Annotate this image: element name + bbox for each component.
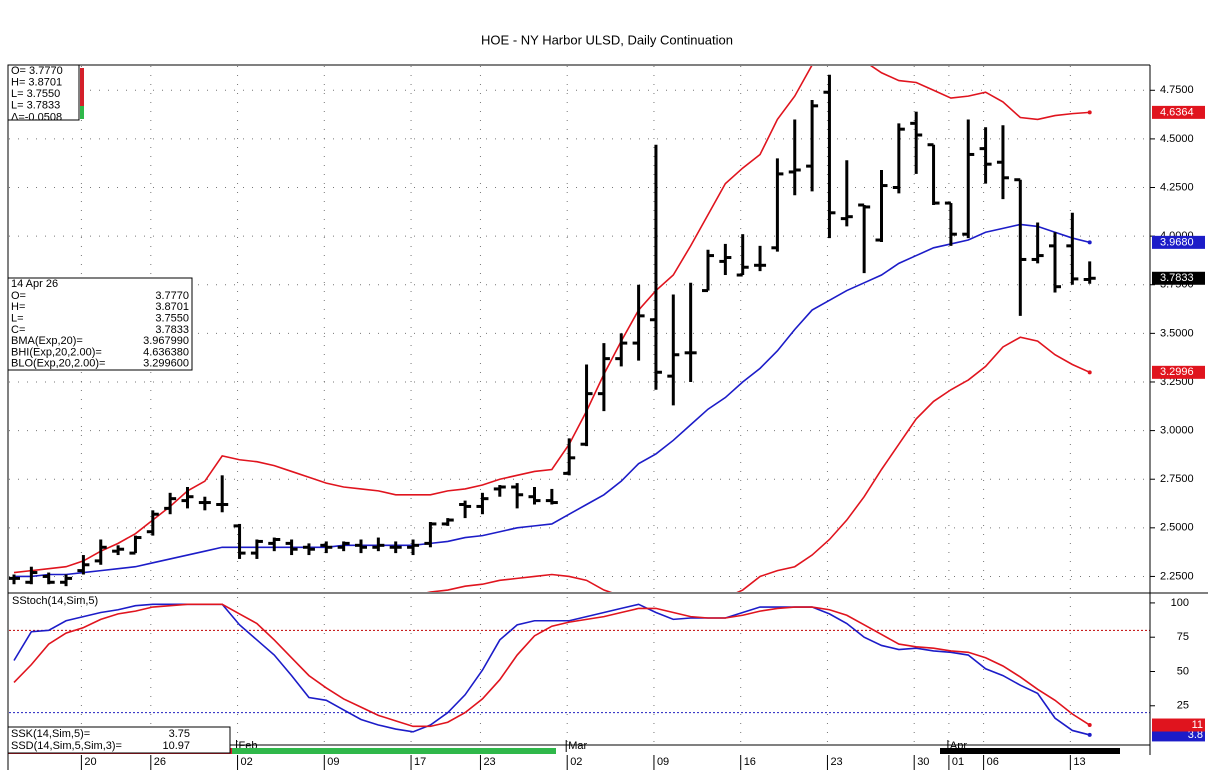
data-box-label: L=: [11, 313, 24, 325]
x-tick-label: 17: [414, 756, 426, 768]
x-tick-label: 06: [987, 756, 999, 768]
quote-line: L= 3.7550: [11, 88, 60, 100]
y-tick-label: 2.5000: [1160, 522, 1194, 534]
data-box-label: C=: [11, 324, 25, 336]
band-line: [14, 223, 1090, 578]
stoch-box: [7, 726, 231, 754]
value-tag-label: 4.6364: [1160, 106, 1194, 118]
quote-line: L= 3.7833: [11, 100, 60, 112]
value-tag-label: 3.8: [1188, 729, 1203, 741]
x-tick-label: 09: [327, 756, 339, 768]
data-box-label: BHI(Exp,20,2.00)=: [11, 346, 102, 358]
data-box-label: H=: [11, 301, 25, 313]
x-tick-label: 20: [84, 756, 96, 768]
y-tick-label: 4.5000: [1160, 133, 1194, 145]
value-tag: [1152, 105, 1205, 119]
month-label: Mar: [568, 740, 587, 752]
y-tick-label: 3.5000: [1160, 327, 1194, 339]
data-box-value: 4.636380: [143, 346, 189, 358]
y-tick-label: 3.0000: [1160, 425, 1194, 437]
stoch-box-value: 10.97: [162, 740, 190, 752]
stoch-box-label: SSK(14,Sim,5)=: [11, 728, 90, 740]
quote-marker: [80, 106, 84, 119]
quote-line: H= 3.8701: [11, 77, 62, 89]
x-tick-label: 01: [952, 756, 964, 768]
x-tick-label: 13: [1073, 756, 1085, 768]
quote-box: [7, 64, 80, 121]
stoch-box-label: SSD(14,Sim,5,Sim,3)=: [11, 740, 122, 752]
y-tick-label: 4.2500: [1160, 181, 1194, 193]
stoch-line: [13, 603, 1090, 736]
month-strip: [940, 748, 1120, 754]
quote-line: Δ=-0.0508: [11, 111, 62, 123]
value-tag: [1152, 365, 1205, 379]
y-tick-label: 2.7500: [1160, 473, 1194, 485]
x-tick-label: 30: [917, 756, 929, 768]
y-tick-label: 25: [1177, 700, 1189, 712]
chart-title: HOE - NY Harbor ULSD, Daily Continuation: [481, 32, 733, 47]
data-box-date: 14 Apr 26: [11, 278, 58, 290]
data-box: [7, 277, 193, 371]
stoch-end: [1087, 723, 1092, 728]
data-box-value: 3.7550: [155, 313, 189, 325]
y-tick-label: 4.7500: [1160, 84, 1194, 96]
x-tick-label: 09: [657, 756, 669, 768]
quote-marker: [80, 68, 84, 106]
data-box-value: 3.967990: [143, 335, 189, 347]
month-strip: [232, 748, 556, 754]
stoch-box-value: 3.75: [169, 728, 190, 740]
data-box-value: 3.7833: [155, 324, 189, 336]
x-tick-label: 16: [744, 756, 756, 768]
band-end: [1087, 110, 1092, 115]
value-tag: [1152, 271, 1205, 285]
data-box-label: BLO(Exp,20,2.00)=: [11, 358, 105, 370]
value-tag-label: 3.9680: [1160, 236, 1194, 248]
data-box-label: BMA(Exp,20)=: [11, 335, 83, 347]
value-tag-label: 3.2996: [1160, 366, 1194, 378]
x-tick-label: 23: [483, 756, 495, 768]
stoch-end: [1087, 732, 1092, 737]
stoch-label: SStoch(14,Sim,5): [12, 595, 98, 607]
band-end: [1087, 370, 1092, 375]
band-line: [13, 66, 1090, 574]
band-end: [1087, 240, 1092, 245]
y-tick-label: 100: [1171, 597, 1189, 609]
x-tick-label: 26: [154, 756, 166, 768]
y-tick-label: 75: [1177, 631, 1189, 643]
value-tag-label: 11: [1192, 719, 1203, 731]
data-box-value: 3.299600: [143, 358, 189, 370]
quote-line: O= 3.7770: [11, 65, 63, 77]
x-tick-label: 23: [830, 756, 842, 768]
x-tick-label: 02: [570, 756, 582, 768]
data-box-value: 3.8701: [155, 301, 189, 313]
box-texts: 4.6364 3.9680 3.2996 3.7833 3.8 SSK(14,Sim,5)…: [11, 65, 1205, 752]
value-tag: [1152, 728, 1205, 742]
data-box-label: O=: [11, 290, 26, 302]
y-tick-label: 2.2500: [1160, 570, 1194, 582]
value-tag: [1152, 718, 1205, 732]
data-box-value: 3.7770: [155, 290, 189, 302]
value-tag: [1152, 235, 1205, 249]
band-line: [426, 336, 1091, 592]
y-tick-label: 3.2500: [1160, 376, 1194, 388]
y-tick-label: 50: [1177, 665, 1189, 677]
plot-area: 2.2500 2.5000 2.7500 3.0000 3.2500 3.5000 3.75…: [9, 66, 1194, 770]
stoch-line: [13, 603, 1091, 728]
x-tick-label: 02: [241, 756, 253, 768]
value-tag-label: 3.7833: [1160, 272, 1194, 284]
